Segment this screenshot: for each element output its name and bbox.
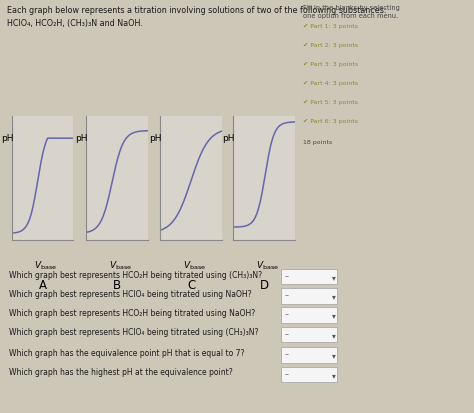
Text: HClO₄, HCO₂H, (CH₃)₃N and NaOH.: HClO₄, HCO₂H, (CH₃)₃N and NaOH. (7, 19, 143, 28)
Text: --: -- (285, 292, 290, 299)
Text: --: -- (285, 311, 290, 318)
Text: B: B (113, 279, 121, 292)
Text: ▾: ▾ (332, 292, 336, 301)
Text: Which graph has the equivalence point pH that is equal to 7?: Which graph has the equivalence point pH… (9, 349, 244, 358)
Text: pH: pH (149, 134, 162, 143)
Text: ▾: ▾ (332, 351, 336, 361)
Text: ✔ Part 3: 3 points: ✔ Part 3: 3 points (303, 62, 358, 67)
Text: Which graph has the highest pH at the equivalence point?: Which graph has the highest pH at the eq… (9, 368, 232, 377)
Text: C: C (187, 279, 195, 292)
Text: ▾: ▾ (332, 331, 336, 340)
Text: ▾: ▾ (332, 273, 336, 282)
Text: pH: pH (222, 134, 235, 143)
Text: Which graph best represents HCO₂H being titrated using NaOH?: Which graph best represents HCO₂H being … (9, 309, 255, 318)
Text: ▾: ▾ (332, 371, 336, 380)
Text: $V_\mathrm{base}$: $V_\mathrm{base}$ (109, 259, 132, 272)
Text: 18 points: 18 points (303, 140, 332, 145)
Text: one option from each menu.: one option from each menu. (303, 13, 399, 19)
Text: Each graph below represents a titration involving solutions of two of the follow: Each graph below represents a titration … (7, 6, 387, 15)
Text: ✔ Part 6: 3 points: ✔ Part 6: 3 points (303, 119, 358, 124)
Text: ▾: ▾ (332, 311, 336, 320)
Text: pH: pH (75, 134, 88, 143)
Text: --: -- (285, 331, 290, 337)
Text: Fill in the blanks by selecting: Fill in the blanks by selecting (303, 5, 400, 11)
Text: ✔ Part 4: 3 points: ✔ Part 4: 3 points (303, 81, 358, 86)
Text: ✔ Part 5: 3 points: ✔ Part 5: 3 points (303, 100, 358, 105)
Text: ✔ Part 2: 3 points: ✔ Part 2: 3 points (303, 43, 358, 48)
Text: Which graph best represents HClO₄ being titrated using (CH₃)₃N?: Which graph best represents HClO₄ being … (9, 328, 258, 337)
Text: Which graph best represents HClO₄ being titrated using NaOH?: Which graph best represents HClO₄ being … (9, 290, 251, 299)
Text: $V_\mathrm{base}$: $V_\mathrm{base}$ (34, 259, 57, 272)
Text: --: -- (285, 351, 290, 358)
Text: --: -- (285, 371, 290, 377)
Text: --: -- (285, 273, 290, 279)
Text: D: D (259, 279, 269, 292)
Text: pH: pH (1, 134, 13, 143)
Text: A: A (39, 279, 46, 292)
Text: ✔ Part 1: 3 points: ✔ Part 1: 3 points (303, 24, 358, 29)
Text: $V_\mathrm{base}$: $V_\mathrm{base}$ (182, 259, 206, 272)
Text: Which graph best represents HCO₂H being titrated using (CH₃)₃N?: Which graph best represents HCO₂H being … (9, 271, 262, 280)
Text: $V_\mathrm{base}$: $V_\mathrm{base}$ (255, 259, 279, 272)
